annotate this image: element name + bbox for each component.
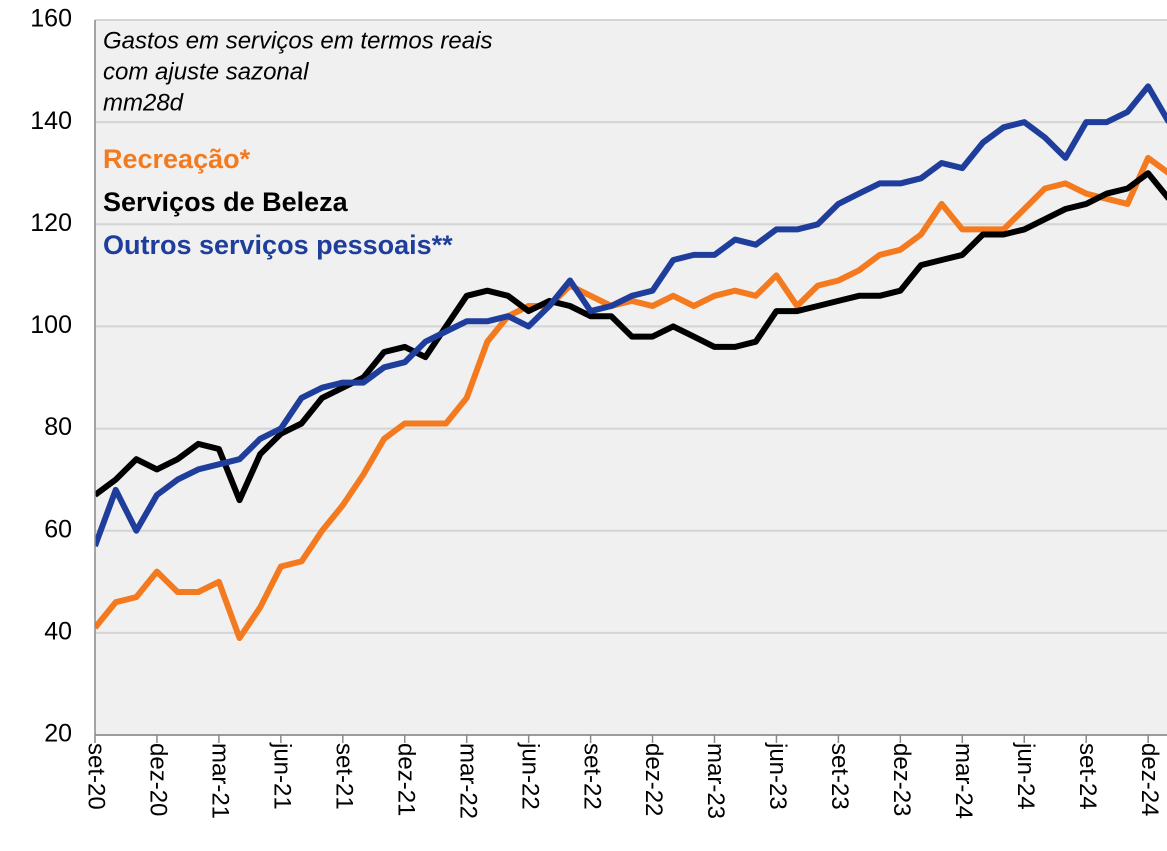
y-tick-label: 120	[30, 209, 72, 237]
chart-title: com ajuste sazonal	[103, 58, 309, 85]
x-tick-label: dez-21	[392, 743, 419, 816]
x-tick-label: mar-24	[950, 743, 977, 819]
chart-title: Gastos em serviços em termos reais	[103, 27, 492, 54]
x-tick-label: jun-23	[764, 742, 791, 810]
x-tick-label: set-20	[83, 743, 110, 810]
legend-entry: Serviços de Beleza	[103, 187, 349, 217]
x-tick-label: dez-20	[145, 743, 172, 816]
y-tick-label: 100	[30, 311, 72, 339]
x-tick-label: dez-23	[888, 743, 915, 816]
x-tick-label: jun-24	[1012, 742, 1039, 810]
x-tick-label: jun-21	[269, 742, 296, 810]
x-tick-label: set-21	[330, 743, 357, 810]
y-tick-label: 20	[44, 720, 72, 748]
x-tick-label: set-23	[826, 743, 853, 810]
legend-entry: Outros serviços pessoais**	[103, 230, 453, 260]
x-tick-label: mar-21	[207, 743, 234, 819]
y-tick-label: 40	[44, 617, 72, 645]
x-tick-label: set-22	[578, 743, 605, 810]
x-tick-label: mar-22	[454, 743, 481, 819]
y-tick-label: 140	[30, 107, 72, 135]
y-tick-label: 80	[44, 413, 72, 441]
y-tick-label: 160	[30, 5, 72, 33]
x-tick-label: jun-22	[516, 742, 543, 810]
series-line	[95, 154, 1167, 641]
x-tick-label: dez-24	[1136, 743, 1163, 816]
series-line	[95, 83, 1167, 548]
chart-title: mm28d	[103, 89, 184, 116]
x-tick-label: dez-22	[640, 743, 667, 816]
series-line	[95, 170, 1167, 504]
x-tick-label: mar-23	[702, 743, 729, 819]
y-tick-label: 60	[44, 515, 72, 543]
legend-entry: Recreação*	[103, 144, 251, 174]
x-tick-label: set-24	[1074, 743, 1101, 810]
